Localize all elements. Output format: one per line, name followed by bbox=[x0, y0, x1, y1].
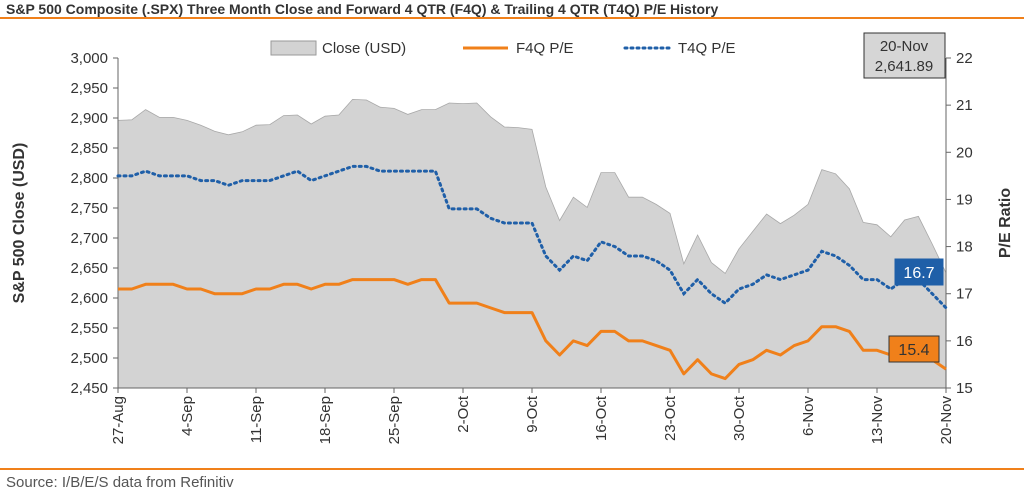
right-tick-label: 17 bbox=[956, 286, 973, 303]
left-tick-label: 2,650 bbox=[70, 260, 108, 277]
left-tick-label: 2,500 bbox=[70, 350, 108, 367]
legend-label-t4q: T4Q P/E bbox=[678, 40, 736, 57]
x-tick-label: 4-Sep bbox=[179, 396, 196, 436]
x-tick-label: 27-Aug bbox=[110, 396, 127, 444]
x-tick-label: 2-Oct bbox=[455, 395, 472, 433]
x-tick-label: 11-Sep bbox=[248, 396, 265, 443]
x-tick-label: 18-Sep bbox=[317, 396, 334, 444]
t4q-end-badge bbox=[894, 258, 944, 286]
last-close-date: 20-Nov bbox=[880, 38, 929, 55]
left-tick-label: 2,550 bbox=[70, 320, 108, 337]
x-tick-label: 20-Nov bbox=[938, 396, 955, 445]
x-tick-label: 25-Sep bbox=[386, 396, 403, 444]
legend: Close (USD) F4Q P/E T4Q P/E bbox=[270, 40, 736, 57]
annotations-layer: 20-Nov 2,641.89 16.7 15.4 bbox=[863, 32, 946, 363]
t4q-pe-series bbox=[116, 164, 948, 310]
legend-swatch-close bbox=[270, 40, 317, 56]
right-tick-label: 16 bbox=[956, 333, 973, 350]
pe-lines-layer bbox=[116, 164, 948, 381]
right-tick-label: 15 bbox=[956, 380, 973, 397]
left-tick-label: 2,850 bbox=[70, 140, 108, 157]
right-tick-label: 21 bbox=[956, 97, 973, 114]
left-axis-title: S&P 500 Close (USD) bbox=[11, 143, 28, 304]
last-close-value: 2,641.89 bbox=[875, 58, 933, 75]
close-area-layer bbox=[117, 98, 947, 389]
x-tick-label: 16-Oct bbox=[593, 395, 610, 441]
left-tick-label: 3,000 bbox=[70, 50, 108, 67]
t4q-end-value: 16.7 bbox=[903, 265, 934, 282]
bottom-rule bbox=[0, 468, 1024, 470]
legend-label-close: Close (USD) bbox=[322, 40, 406, 57]
x-tick-label: 9-Oct bbox=[524, 395, 541, 433]
chart-title: S&P 500 Composite (.SPX) Three Month Clo… bbox=[6, 1, 719, 17]
right-tick-label: 20 bbox=[956, 144, 973, 161]
source-note: Source: I/B/E/S data from Refinitiv bbox=[6, 474, 234, 491]
x-tick-label: 30-Oct bbox=[731, 395, 748, 441]
x-tick-label: 13-Nov bbox=[869, 396, 886, 445]
legend-label-f4q: F4Q P/E bbox=[516, 40, 574, 57]
right-tick-label: 19 bbox=[956, 191, 973, 208]
left-tick-label: 2,900 bbox=[70, 110, 108, 127]
left-tick-label: 2,450 bbox=[70, 380, 108, 397]
f4q-end-value: 15.4 bbox=[898, 342, 929, 359]
close-area-series bbox=[117, 98, 947, 389]
x-tick-label: 23-Oct bbox=[662, 395, 679, 441]
last-close-box bbox=[863, 32, 946, 79]
left-tick-label: 2,800 bbox=[70, 170, 108, 187]
left-tick-label: 2,600 bbox=[70, 290, 108, 307]
right-tick-label: 22 bbox=[956, 50, 973, 67]
axes-layer: 2,450 2,500 2,550 2,600 2,650 2,700 2,750 2,800… bbox=[11, 50, 1014, 444]
f4q-end-badge bbox=[888, 335, 940, 363]
title-rule bbox=[0, 17, 1024, 19]
right-axis-title: P/E Ratio bbox=[997, 188, 1014, 258]
right-tick-label: 18 bbox=[956, 239, 973, 256]
left-tick-label: 2,950 bbox=[70, 80, 108, 97]
f4q-pe-series bbox=[118, 278, 947, 381]
x-tick-label: 6-Nov bbox=[800, 396, 817, 437]
left-tick-label: 2,750 bbox=[70, 200, 108, 217]
left-tick-label: 2,700 bbox=[70, 230, 108, 247]
